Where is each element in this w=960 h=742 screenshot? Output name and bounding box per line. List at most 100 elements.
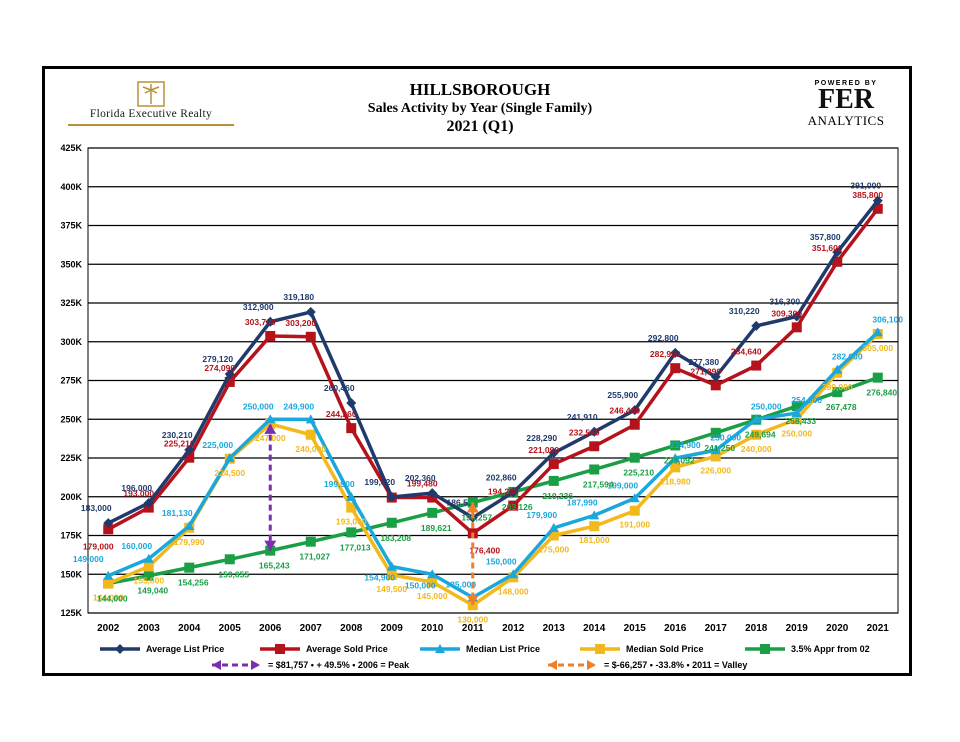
y-tick-label: 175K	[60, 531, 82, 541]
data-label: 196,000	[121, 483, 152, 493]
logo-right-bottom: ANALYTICS	[807, 113, 885, 128]
data-point	[629, 419, 640, 430]
data-point	[386, 517, 397, 528]
data-label: 351,600	[812, 243, 843, 253]
data-label: 148,000	[498, 586, 529, 596]
x-tick-label: 2020	[826, 623, 849, 634]
data-label: 154,900	[364, 573, 395, 583]
data-label: 280,000	[822, 382, 853, 392]
data-label: 202,860	[486, 472, 517, 482]
data-point	[710, 371, 721, 382]
data-label: 249,694	[745, 430, 776, 440]
data-point	[305, 429, 316, 440]
data-label: 199,900	[324, 479, 355, 489]
x-tick-label: 2021	[867, 623, 890, 634]
data-label: 250,000	[243, 401, 274, 411]
data-label: 196,257	[461, 513, 492, 523]
legend-marker	[595, 644, 605, 654]
data-label: 194,280	[488, 487, 519, 497]
data-point	[346, 502, 357, 513]
data-point	[751, 414, 762, 424]
data-label: 258,433	[785, 416, 816, 426]
data-label: 218,980	[660, 476, 691, 486]
data-point	[103, 524, 114, 535]
data-point	[103, 570, 114, 580]
data-label: 187,990	[567, 497, 598, 507]
logo-right-top: POWERED BY	[814, 80, 878, 87]
data-point	[548, 475, 559, 486]
data-point	[670, 347, 681, 358]
data-point	[751, 360, 762, 371]
data-point	[872, 195, 883, 206]
data-label: 145,000	[417, 591, 448, 601]
data-label: 210,236	[542, 491, 573, 501]
data-label: 292,800	[648, 333, 679, 343]
data-point	[832, 387, 843, 398]
data-label: 274,090	[204, 363, 235, 373]
data-label: 149,500	[376, 584, 407, 594]
data-point	[589, 441, 600, 452]
logo-left-text: Florida Executive Realty	[89, 108, 213, 120]
data-label: 221,090	[528, 445, 559, 455]
data-point	[832, 364, 843, 374]
x-tick-label: 2015	[624, 623, 647, 634]
data-point	[589, 426, 600, 437]
florida-executive-realty-logo: Florida Executive Realty	[66, 80, 236, 130]
data-label: 241,910	[567, 412, 598, 422]
data-label: 246,460	[609, 406, 640, 416]
data-point	[224, 453, 235, 462]
data-label: 260,460	[324, 383, 355, 393]
data-point	[184, 444, 195, 455]
x-tick-label: 2005	[219, 623, 242, 634]
data-label: 225,000	[202, 440, 233, 450]
data-label: 193,000	[123, 489, 154, 499]
data-point	[589, 464, 600, 475]
annotation-legend-head	[251, 660, 260, 670]
data-label: 249,900	[283, 401, 314, 411]
y-tick-label: 250K	[60, 414, 82, 424]
annotation-arrow-head	[264, 540, 277, 551]
legend-label: Average List Price	[146, 644, 224, 654]
data-point	[265, 414, 276, 424]
data-label: 250,000	[781, 428, 812, 438]
data-point	[710, 451, 721, 462]
data-point	[427, 507, 438, 518]
data-point	[629, 493, 640, 503]
data-point	[548, 447, 559, 458]
data-label: 176,400	[469, 545, 500, 555]
data-point	[386, 561, 397, 571]
data-point	[508, 500, 519, 511]
data-point	[427, 569, 438, 579]
data-point	[386, 570, 397, 581]
data-label: 160,000	[121, 541, 152, 551]
data-label: 199,480	[407, 479, 438, 489]
data-label: 279,120	[202, 354, 233, 364]
data-point	[548, 530, 559, 541]
data-point	[427, 577, 438, 587]
data-label: 155,000	[133, 576, 164, 586]
data-point	[832, 256, 843, 267]
data-label: 254,000	[791, 395, 822, 405]
data-point	[670, 363, 681, 374]
annotation-legend-head	[548, 660, 557, 670]
data-label: 306,100	[872, 314, 903, 324]
data-label: 241,250	[704, 443, 735, 453]
x-tick-label: 2012	[502, 623, 525, 634]
data-label: 226,000	[700, 465, 731, 475]
data-point	[710, 445, 721, 455]
palm-tree-icon	[137, 81, 165, 107]
legend-label: Average Sold Price	[306, 644, 388, 654]
data-label: 282,950	[650, 349, 681, 359]
data-label: 267,478	[826, 402, 857, 412]
data-point	[670, 440, 681, 451]
series-line	[107, 199, 880, 525]
logo-rule	[68, 124, 234, 126]
series-line	[107, 207, 880, 536]
data-label: 159,655	[218, 569, 249, 579]
data-point	[589, 521, 600, 532]
data-label: 150,000	[405, 580, 436, 590]
x-tick-label: 2017	[705, 623, 728, 634]
x-tick-label: 2018	[745, 623, 768, 634]
data-point	[508, 569, 519, 579]
